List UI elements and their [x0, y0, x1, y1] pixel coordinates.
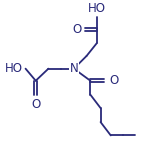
- Text: HO: HO: [5, 62, 23, 75]
- Text: HO: HO: [88, 2, 106, 15]
- Text: O: O: [72, 23, 82, 36]
- Text: O: O: [31, 98, 40, 111]
- Text: O: O: [109, 74, 119, 87]
- Text: N: N: [70, 62, 78, 75]
